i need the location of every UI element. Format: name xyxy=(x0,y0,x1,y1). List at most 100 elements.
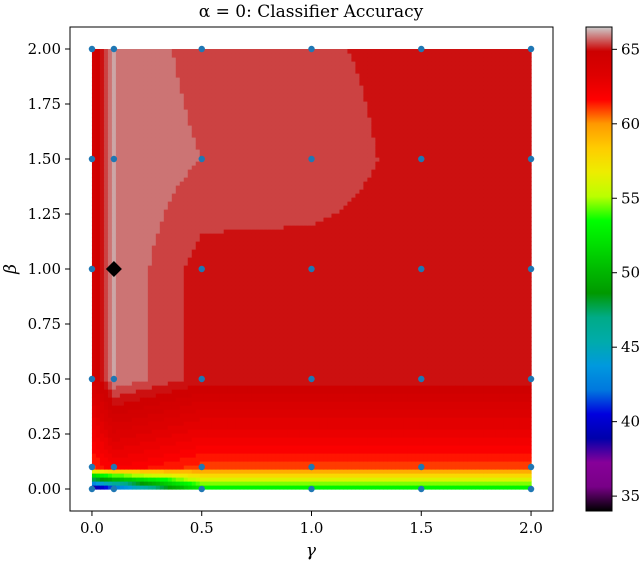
contour-cell xyxy=(175,425,181,430)
contour-cell xyxy=(395,413,400,418)
contour-cell xyxy=(419,405,424,410)
contour-cell xyxy=(351,461,357,466)
contour-cell xyxy=(203,401,209,406)
contour-cell xyxy=(471,457,476,462)
contour-cell xyxy=(107,393,113,398)
contour-cell xyxy=(307,401,313,406)
contour-cell xyxy=(91,381,97,386)
contour-cell xyxy=(179,401,185,406)
contour-cell xyxy=(395,337,400,342)
contour-cell xyxy=(327,473,333,478)
contour-cell xyxy=(503,481,508,486)
contour-cell xyxy=(231,321,237,326)
contour-cell xyxy=(95,401,101,406)
contour-cell xyxy=(339,453,345,458)
contour-cell xyxy=(251,477,257,482)
contour-cell xyxy=(211,477,217,482)
contour-cell xyxy=(423,437,428,442)
contour-cell xyxy=(459,361,464,366)
contour-cell xyxy=(247,341,253,346)
contour-cell xyxy=(307,405,313,410)
contour-cell xyxy=(119,473,125,478)
contour-cell xyxy=(115,389,121,394)
contour-cell xyxy=(491,313,496,318)
contour-cell xyxy=(271,481,277,486)
contour-cell xyxy=(159,477,165,482)
contour-cell xyxy=(463,405,468,410)
contour-cell xyxy=(467,313,472,318)
contour-cell xyxy=(247,481,253,486)
contour-cell xyxy=(451,405,456,410)
contour-cell xyxy=(359,373,364,378)
contour-cell xyxy=(199,477,205,482)
contour-cell xyxy=(267,309,273,314)
contour-cell xyxy=(419,437,424,442)
contour-cell xyxy=(519,321,524,326)
contour-cell xyxy=(115,357,121,362)
contour-cell xyxy=(491,461,496,466)
contour-cell xyxy=(263,397,269,402)
contour-cell xyxy=(423,409,428,414)
contour-cell xyxy=(171,317,177,322)
contour-cell xyxy=(499,373,504,378)
contour-cell xyxy=(475,449,480,454)
contour-cell xyxy=(355,409,361,414)
contour-cell xyxy=(175,409,181,414)
contour-cell xyxy=(227,477,233,482)
contour-cell xyxy=(147,473,153,478)
contour-cell xyxy=(219,469,225,474)
contour-cell xyxy=(199,469,205,474)
contour-cell xyxy=(115,425,121,430)
contour-cell xyxy=(243,337,249,342)
contour-cell xyxy=(107,377,113,382)
contour-cell xyxy=(259,317,265,322)
contour-cell xyxy=(103,465,109,470)
contour-cell xyxy=(147,357,153,362)
contour-cell xyxy=(211,365,217,370)
contour-cell xyxy=(107,317,113,322)
contour-cell xyxy=(155,345,161,350)
contour-cell xyxy=(123,437,129,442)
contour-cell xyxy=(263,465,269,470)
contour-cell xyxy=(291,357,297,362)
contour-cell xyxy=(135,449,141,454)
contour-cell xyxy=(503,373,508,378)
contour-cell xyxy=(455,453,460,458)
contour-cell xyxy=(243,425,249,430)
contour-cell xyxy=(135,385,141,390)
contour-cell xyxy=(411,321,416,326)
contour-cell xyxy=(427,453,432,458)
contour-cell xyxy=(95,437,101,442)
contour-cell xyxy=(471,449,476,454)
contour-cell xyxy=(379,329,384,334)
contour-cell xyxy=(279,309,285,314)
contour-cell xyxy=(435,345,440,350)
contour-cell xyxy=(103,373,109,378)
contour-cell xyxy=(443,445,448,450)
contour-cell xyxy=(443,341,448,346)
contour-cell xyxy=(255,377,261,382)
contour-cell xyxy=(243,429,249,434)
contour-cell xyxy=(251,397,257,402)
contour-cell xyxy=(323,397,329,402)
contour-cell xyxy=(399,473,404,478)
contour-cell xyxy=(259,425,265,430)
contour-cell xyxy=(123,465,129,470)
contour-cell xyxy=(391,325,396,330)
contour-cell xyxy=(471,437,476,442)
contour-cell xyxy=(103,349,109,354)
contour-cell xyxy=(131,401,137,406)
contour-cell xyxy=(503,465,508,470)
contour-cell xyxy=(143,473,149,478)
contour-cell xyxy=(207,353,213,358)
contour-cell xyxy=(511,321,516,326)
contour-cell xyxy=(95,397,101,402)
contour-cell xyxy=(495,441,500,446)
contour-cell xyxy=(371,457,376,462)
contour-cell xyxy=(383,321,388,326)
contour-cell xyxy=(123,305,129,310)
contour-cell xyxy=(503,429,508,434)
contour-cell xyxy=(195,481,201,486)
contour-cell xyxy=(351,361,357,366)
contour-cell xyxy=(451,321,456,326)
